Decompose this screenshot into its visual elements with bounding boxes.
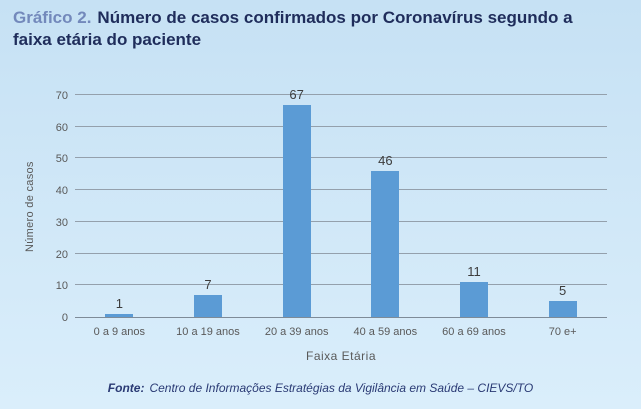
- gridline: [75, 94, 607, 95]
- gridline: [75, 157, 607, 159]
- bar: [371, 171, 400, 317]
- y-tick-label: 20: [55, 248, 68, 261]
- x-axis-title: Faixa Etária: [305, 349, 377, 363]
- bar-value-label: 7: [204, 276, 212, 292]
- y-tick-label: 0: [61, 312, 68, 324]
- source-note: Fonte: Centro de Informações Estratégias …: [0, 381, 641, 395]
- plot-area: 1 7 67 46 11 5: [75, 87, 607, 318]
- x-tick-label: 60 a 69 anos: [442, 326, 506, 338]
- gridline: [75, 284, 607, 286]
- y-tick-label: 70: [55, 90, 68, 102]
- gridline: [75, 189, 607, 191]
- bar: [282, 104, 311, 317]
- bar-value-label: 67: [289, 86, 304, 102]
- y-tick-label: 30: [55, 216, 68, 229]
- bar-value-label: 5: [559, 283, 567, 299]
- x-axis-tick-labels: 0 a 9 anos 10 a 19 anos 20 a 39 anos 40 a 5…: [75, 326, 607, 342]
- gridline: [75, 220, 607, 222]
- y-tick-label: 50: [55, 153, 68, 166]
- chart-title: Gráfico 2. Número de casos confirmados po…: [13, 7, 613, 51]
- bar-value-label: 11: [467, 264, 481, 280]
- bar: [105, 313, 134, 317]
- bar-value-label: 46: [378, 153, 393, 169]
- x-tick-label: 70 e+: [548, 326, 577, 338]
- gridline: [75, 125, 607, 127]
- x-tick-label: 40 a 59 anos: [353, 326, 418, 338]
- x-tick-label: 0 a 9 anos: [93, 326, 146, 338]
- y-axis-tick-labels: 0 10 20 30 40 50 60 70: [38, 90, 68, 324]
- y-tick-label: 60: [55, 121, 68, 134]
- gridline: [75, 252, 607, 254]
- chart-title-prefix: Gráfico 2.: [13, 8, 92, 27]
- chart-title-text: Número de casos confirmados por Coronaví…: [13, 8, 573, 49]
- source-text: Centro de Informações Estratégias da Vig…: [149, 381, 534, 395]
- x-tick-label: 10 a 19 anos: [176, 326, 240, 338]
- x-tick-label: 20 a 39 anos: [264, 326, 329, 338]
- source-label: Fonte:: [107, 381, 145, 395]
- y-tick-label: 40: [55, 185, 68, 198]
- bar: [460, 282, 488, 317]
- bar-value-label: 1: [115, 295, 123, 311]
- y-tick-label: 10: [55, 280, 68, 293]
- bar: [548, 301, 577, 317]
- bar: [194, 294, 222, 317]
